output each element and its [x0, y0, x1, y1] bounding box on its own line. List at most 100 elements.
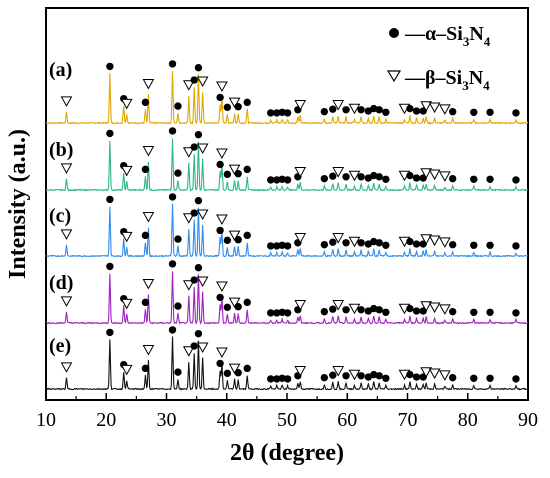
beta-peak-marker	[120, 98, 133, 110]
alpha-peak-marker	[141, 165, 150, 174]
alpha-peak-marker	[283, 242, 292, 250]
x-tick-label: 60	[337, 409, 357, 431]
alpha-peak-marker	[278, 374, 286, 382]
alpha-peak-marker	[194, 63, 203, 72]
alpha-peak-marker	[486, 308, 494, 316]
beta-peak-marker	[439, 171, 451, 182]
alpha-peak-marker	[375, 173, 383, 181]
x-tick-label: 30	[157, 409, 177, 431]
alpha-peak-marker	[283, 176, 292, 184]
beta-peak-marker	[332, 100, 345, 111]
alpha-peak-marker	[106, 62, 114, 71]
beta-peak-marker	[228, 164, 241, 176]
alpha-peak-marker	[382, 374, 390, 382]
alpha-peak-marker	[194, 130, 203, 139]
beta-peak-marker	[60, 296, 73, 307]
beta-peak-marker	[332, 366, 345, 377]
beta-peak-marker	[420, 234, 433, 245]
alpha-peak-marker	[406, 104, 414, 113]
alpha-peak-marker	[283, 109, 292, 117]
beta-peak-marker	[216, 148, 228, 159]
alpha-peak-marker	[190, 143, 198, 151]
alpha-peak-marker	[448, 307, 457, 316]
alpha-peak-marker	[168, 193, 177, 201]
beta-peak-marker	[428, 302, 441, 314]
alpha-peak-marker	[406, 237, 414, 246]
beta-peak-marker	[142, 145, 155, 157]
alpha-peak-marker	[243, 165, 251, 174]
alpha-peak-marker	[342, 372, 350, 380]
beta-peak-marker	[348, 303, 361, 315]
y-axis-label: Intensity (a.u.)	[5, 129, 31, 279]
alpha-peak-marker	[512, 242, 520, 250]
x-tick-label: 50	[277, 409, 297, 431]
beta-peak-marker	[216, 214, 228, 225]
x-tick-label: 10	[36, 409, 56, 431]
beta-peak-marker	[439, 370, 451, 381]
alpha-peak-marker	[320, 307, 329, 316]
beta-peak-marker	[60, 229, 73, 240]
alpha-peak-marker	[234, 369, 242, 377]
alpha-peak-marker	[278, 241, 286, 249]
beta-peak-marker	[420, 367, 433, 378]
alpha-peak-marker	[486, 175, 494, 183]
alpha-peak-marker	[470, 175, 478, 183]
alpha-peak-marker	[190, 76, 198, 84]
beta-peak-marker	[182, 80, 195, 91]
alpha-peak-marker	[382, 308, 390, 316]
alpha-peak-marker	[329, 305, 337, 313]
beta-peak-marker	[182, 346, 195, 357]
beta-peak-marker	[60, 362, 73, 373]
alpha-peak-marker	[234, 103, 242, 111]
beta-peak-marker	[120, 165, 133, 177]
alpha-peak-marker	[216, 293, 224, 302]
alpha-peak-marker	[273, 242, 281, 250]
alpha-peak-marker	[190, 276, 198, 284]
xrd-pattern-c	[45, 203, 529, 258]
alpha-peak-marker	[223, 236, 232, 245]
alpha-peak-marker	[342, 306, 350, 314]
alpha-peak-marker	[357, 372, 365, 380]
alpha-peak-marker	[234, 236, 242, 244]
alpha-peak-marker	[234, 170, 242, 178]
alpha-peak-marker	[243, 231, 251, 240]
beta-peak-marker	[294, 233, 307, 244]
alpha-peak-marker	[168, 127, 177, 135]
alpha-peak-marker	[320, 240, 329, 249]
beta-peak-marker	[196, 276, 209, 288]
alpha-peak-marker	[470, 308, 478, 316]
alpha-peak-marker	[283, 309, 292, 317]
legend: —α–Si3N4 —β–Si3N4	[386, 23, 491, 93]
alpha-peak-marker	[329, 172, 337, 180]
alpha-peak-marker	[106, 328, 114, 337]
beta-peak-marker	[142, 278, 155, 290]
alpha-peak-marker	[174, 169, 182, 177]
beta-peak-marker	[196, 209, 209, 221]
alpha-peak-marker	[486, 108, 494, 116]
alpha-peak-marker	[223, 303, 232, 312]
alpha-peak-marker	[412, 307, 421, 315]
legend-alpha-marker	[389, 28, 399, 38]
beta-peak-marker	[216, 81, 228, 92]
alpha-peak-marker	[106, 195, 114, 204]
x-tick-label: 80	[458, 409, 478, 431]
beta-peak-marker	[294, 167, 307, 178]
alpha-peak-marker	[357, 106, 365, 114]
beta-peak-marker	[196, 342, 209, 354]
alpha-peak-marker	[486, 374, 494, 382]
alpha-peak-marker	[216, 359, 224, 368]
beta-peak-marker	[182, 280, 195, 291]
beta-peak-marker	[216, 281, 228, 292]
alpha-peak-marker	[375, 372, 383, 380]
alpha-peak-marker	[448, 174, 457, 183]
series-label: (c)	[49, 205, 71, 227]
alpha-peak-marker	[168, 60, 177, 68]
alpha-peak-marker	[273, 176, 281, 184]
alpha-peak-marker	[267, 109, 275, 117]
beta-peak-marker	[348, 170, 361, 182]
xrd-pattern-a	[45, 71, 529, 125]
x-tick-label: 90	[518, 409, 538, 431]
beta-peak-marker	[332, 300, 345, 311]
beta-peak-marker	[439, 104, 451, 115]
x-axis-label: 2θ (degree)	[230, 440, 344, 466]
